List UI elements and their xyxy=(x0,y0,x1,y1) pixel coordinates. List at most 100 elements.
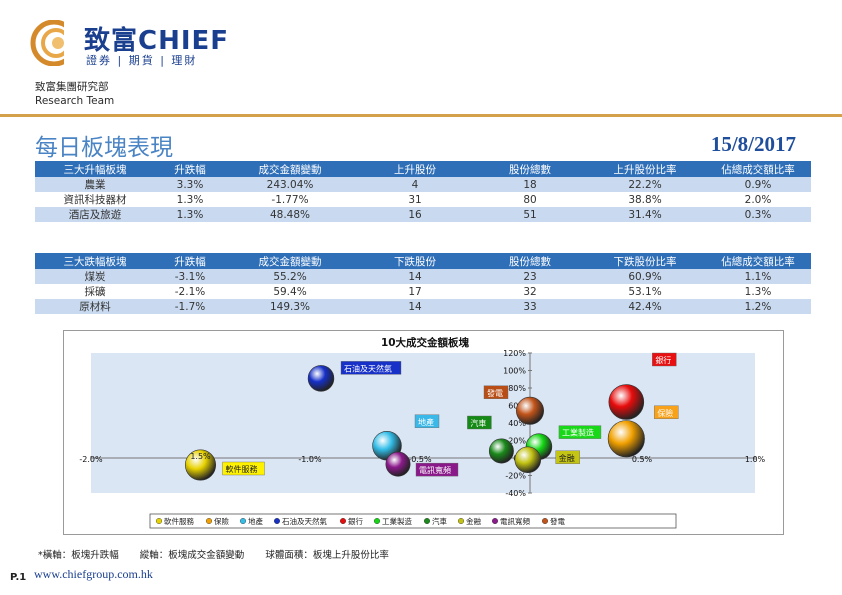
column-header: 上升股份 xyxy=(355,161,475,177)
column-header: 下跌股份 xyxy=(355,253,475,269)
legend-marker xyxy=(458,517,465,524)
legend-entry: 保險 xyxy=(214,516,229,526)
legend-marker xyxy=(273,517,280,524)
y-tick-label: 80% xyxy=(508,384,526,393)
bubble-label: 電訊寬頻 xyxy=(419,465,451,475)
table-cell: 42.4% xyxy=(585,299,705,314)
legend-marker xyxy=(239,517,246,524)
legend-entry: 發電 xyxy=(550,517,565,526)
table-cell: 53.1% xyxy=(585,284,705,299)
brand-name: 致富CHIEF xyxy=(84,26,230,56)
legend-marker xyxy=(205,517,212,524)
department-cn: 致富集團研究部 xyxy=(35,81,109,93)
x-tick-label: -2.0% xyxy=(79,455,103,464)
bubble-label: 發電 xyxy=(487,389,503,398)
top-losers-table: 三大跌幅板塊 升跌幅 成交金額變動 下跌股份 股份總數 下跌股份比率 佔總成交額… xyxy=(35,253,811,314)
table-cell: -1.7% xyxy=(155,299,225,314)
table-cell: 23 xyxy=(475,269,585,284)
table-cell: -3.1% xyxy=(155,269,225,284)
y-tick-label: 20% xyxy=(508,437,526,446)
column-header: 升跌幅 xyxy=(155,161,225,177)
table-cell: 31.4% xyxy=(585,207,705,222)
table-cell: 0.3% xyxy=(705,207,811,222)
bubble-label: 軟件服務 xyxy=(226,464,258,474)
table-cell: 14 xyxy=(355,269,475,284)
legend-marker xyxy=(340,517,347,524)
bubble-label-box xyxy=(467,415,492,430)
footnote-x-axis: *橫軸：板塊升跌幅 xyxy=(38,550,119,561)
table-cell: 採礦 xyxy=(35,284,155,299)
legend-entry: 金融 xyxy=(466,516,481,526)
bubble-label: 地產 xyxy=(418,417,434,427)
bubble-label: 銀行 xyxy=(655,355,671,365)
table-cell: 3.3% xyxy=(155,177,225,192)
legend-marker xyxy=(424,517,431,524)
x-tick-label: 1.0% xyxy=(745,455,766,464)
table-cell: 資訊科技器材 xyxy=(35,192,155,207)
y-tick-label: 40% xyxy=(508,419,526,428)
bubble-point xyxy=(488,438,514,464)
bubble-label-box xyxy=(414,414,440,428)
column-header: 三大升幅板塊 xyxy=(35,161,155,177)
table-cell: 48.48% xyxy=(225,207,355,222)
table-cell: 149.3% xyxy=(225,299,355,314)
legend-marker xyxy=(374,517,381,524)
bubble-point xyxy=(307,365,335,392)
table-cell: 80 xyxy=(475,192,585,207)
column-header: 佔總成交額比率 xyxy=(705,253,811,269)
legend-entry: 汽車 xyxy=(432,516,447,526)
footnote-y-axis: 縱軸：板塊成交金額變動 xyxy=(139,550,245,561)
legend-entry: 軟件服務 xyxy=(164,516,194,526)
legend-entry: 工業製造 xyxy=(382,516,412,526)
bubble-label: 石油及天然氣 xyxy=(344,363,392,373)
y-tick-label: -40% xyxy=(505,489,526,498)
table-row: 煤炭 -3.1% 55.2% 14 23 60.9% 1.1% xyxy=(35,269,811,284)
table-cell: 酒店及旅遊 xyxy=(35,207,155,222)
bubble-value-label: 1.5% xyxy=(190,452,211,461)
page-number: P.1 xyxy=(10,572,27,583)
table-cell: 1.3% xyxy=(155,207,225,222)
table-cell: 60.9% xyxy=(585,269,705,284)
bubble-point xyxy=(607,420,645,458)
legend-entry: 石油及天然氣 xyxy=(282,516,327,526)
table-cell: 51 xyxy=(475,207,585,222)
bubble-label: 工業製造 xyxy=(562,428,594,438)
company-logo: 致富CHIEF 證券 | 期貨 | 理財 xyxy=(30,18,250,70)
legend-box xyxy=(149,513,677,529)
department-en: Research Team xyxy=(35,95,115,107)
legend-marker xyxy=(542,517,549,524)
column-header: 下跌股份比率 xyxy=(585,253,705,269)
top-gainers-table: 三大升幅板塊 升跌幅 成交金額變動 上升股份 股份總數 上升股份比率 佔總成交額… xyxy=(35,161,811,222)
bubble-label: 汽車 xyxy=(470,418,486,428)
bubble-chart: 10大成交金額板塊 -2.0%-1.0%-0.5%0.0%0.5%1.0%-40… xyxy=(63,330,784,535)
table-cell: 1.3% xyxy=(155,192,225,207)
bubble-label: 金融 xyxy=(559,453,575,463)
bubble-point xyxy=(516,396,544,425)
table-row: 農業 3.3% 243.04% 4 18 22.2% 0.9% xyxy=(35,177,811,192)
bubble-point xyxy=(185,449,217,481)
chart-footnote: *橫軸：板塊升跌幅 縱軸：板塊成交金額變動 球體面積：板塊上升股份比率 xyxy=(38,547,407,561)
table-cell: 243.04% xyxy=(225,177,355,192)
legend-marker xyxy=(492,517,499,524)
table-cell: 31 xyxy=(355,192,475,207)
website-link[interactable]: www.chiefgroup.com.hk xyxy=(34,567,153,581)
column-header: 三大跌幅板塊 xyxy=(35,253,155,269)
bubble-label-box xyxy=(340,361,402,375)
table-cell: 1.3% xyxy=(705,284,811,299)
column-header: 成交金額變動 xyxy=(225,253,355,269)
table-row: 採礦 -2.1% 59.4% 17 32 53.1% 1.3% xyxy=(35,284,811,299)
table-cell: 2.0% xyxy=(705,192,811,207)
y-tick-label: 100% xyxy=(503,367,526,376)
table-cell: 38.8% xyxy=(585,192,705,207)
bubble-label-box xyxy=(555,450,580,464)
table-cell: 32 xyxy=(475,284,585,299)
footnote-bubble: 球體面積：板塊上升股份比率 xyxy=(265,550,389,561)
table-cell: 煤炭 xyxy=(35,269,155,284)
bubble-label-box xyxy=(654,405,679,419)
table-cell: -1.77% xyxy=(225,192,355,207)
x-tick-label: -1.0% xyxy=(298,455,322,464)
table-cell: 1.1% xyxy=(705,269,811,284)
table-cell: -2.1% xyxy=(155,284,225,299)
table-row: 酒店及旅遊 1.3% 48.48% 16 51 31.4% 0.3% xyxy=(35,207,811,222)
table-row: 資訊科技器材 1.3% -1.77% 31 80 38.8% 2.0% xyxy=(35,192,811,207)
